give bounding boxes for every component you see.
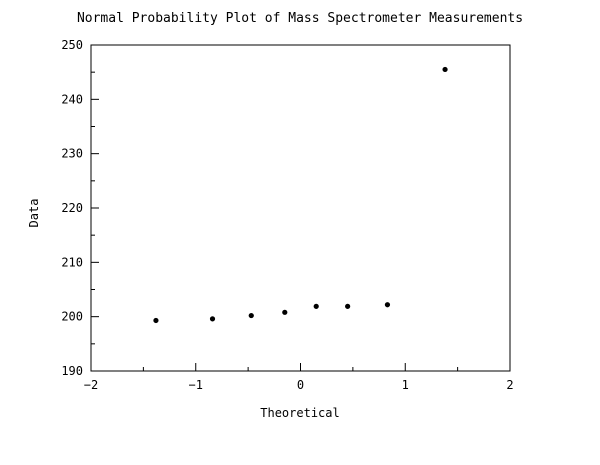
x-tick-label: −1: [189, 378, 203, 392]
y-tick-label: 220: [61, 201, 83, 215]
x-tick-label: 2: [506, 378, 513, 392]
y-tick-label: 210: [61, 255, 83, 269]
data-point: [153, 317, 159, 324]
y-tick-label: 230: [61, 147, 83, 161]
data-point: [248, 312, 254, 319]
y-tick-label: 190: [61, 364, 83, 378]
data-point: [209, 316, 216, 322]
y-tick-label: 240: [61, 92, 83, 106]
data-point: [384, 302, 391, 308]
data-point: [345, 303, 351, 309]
x-tick-label: 1: [402, 378, 409, 392]
x-axis-label: Theoretical: [260, 406, 339, 420]
data-points: [153, 66, 448, 324]
data-point: [442, 66, 448, 73]
y-tick-label: 250: [61, 38, 83, 52]
y-axis-label: Data: [27, 199, 41, 228]
data-point: [282, 309, 288, 315]
plot-frame: [90, 44, 511, 372]
chart-title: Normal Probability Plot of Mass Spectrom…: [77, 11, 523, 26]
y-axis-ticks: 190 200 210 220 230 240 250: [61, 38, 99, 378]
x-axis-ticks: −2 −1 0 1 2: [84, 363, 514, 392]
x-tick-label: 0: [297, 378, 304, 392]
data-point: [313, 303, 319, 309]
y-tick-label: 200: [61, 310, 83, 324]
x-tick-label: −2: [84, 378, 98, 392]
